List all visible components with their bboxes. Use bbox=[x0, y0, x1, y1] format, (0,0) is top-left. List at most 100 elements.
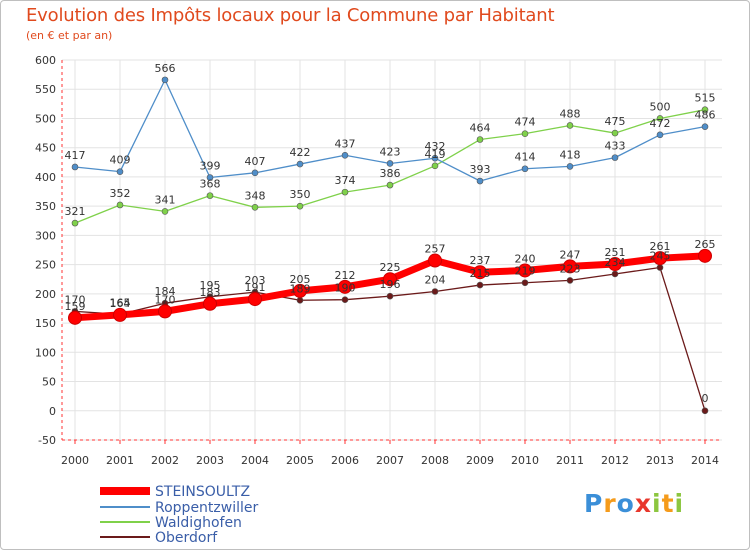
chart-title: Evolution des Impôts locaux pour la Comm… bbox=[26, 5, 555, 26]
data-point bbox=[206, 192, 214, 199]
data-label: 433 bbox=[605, 140, 626, 153]
data-label: 393 bbox=[470, 163, 491, 176]
data-label: 515 bbox=[695, 92, 716, 105]
data-label: 245 bbox=[650, 250, 671, 263]
data-point bbox=[476, 177, 484, 185]
data-point bbox=[161, 76, 169, 84]
data-point bbox=[158, 304, 172, 319]
y-tick-label: 250 bbox=[35, 259, 56, 272]
y-tick-label: 550 bbox=[35, 83, 56, 96]
logo-letter: i bbox=[674, 489, 685, 518]
data-point bbox=[521, 279, 529, 287]
data-point bbox=[386, 181, 394, 189]
y-tick-label: 400 bbox=[35, 171, 56, 184]
data-label: 170 bbox=[155, 293, 176, 306]
chart-subtitle: (en € et par an) bbox=[26, 29, 113, 42]
data-label: 184 bbox=[155, 285, 176, 298]
logo-letter: r bbox=[603, 489, 617, 518]
data-point bbox=[203, 296, 217, 311]
logo-letter: i bbox=[652, 489, 662, 518]
data-label: 422 bbox=[290, 146, 311, 159]
x-tick-label: 2011 bbox=[556, 454, 584, 467]
data-point bbox=[431, 154, 439, 162]
x-tick-label: 2003 bbox=[196, 454, 224, 467]
data-label: 348 bbox=[245, 189, 266, 202]
data-label: 159 bbox=[65, 300, 86, 313]
x-tick-label: 2006 bbox=[331, 454, 359, 467]
data-label: 205 bbox=[290, 273, 311, 286]
data-point bbox=[566, 163, 574, 170]
data-point bbox=[566, 277, 574, 284]
data-point bbox=[71, 163, 79, 171]
data-point bbox=[341, 151, 349, 159]
proxiti-logo: Proxiti bbox=[584, 489, 684, 518]
data-label: 417 bbox=[65, 149, 86, 162]
data-point bbox=[521, 130, 529, 137]
data-point bbox=[611, 270, 619, 278]
data-point bbox=[341, 296, 349, 303]
data-point bbox=[251, 204, 259, 211]
data-point bbox=[161, 208, 169, 215]
logo-letter: x bbox=[634, 489, 652, 518]
legend-label-steinsoultz: STEINSOULTZ bbox=[155, 484, 250, 500]
logo-letter: t bbox=[661, 489, 675, 518]
data-label: 247 bbox=[560, 248, 581, 261]
data-label: 234 bbox=[605, 256, 626, 269]
data-label: 170 bbox=[65, 293, 86, 306]
data-label: 374 bbox=[335, 174, 356, 187]
data-point bbox=[386, 160, 394, 167]
data-label: 240 bbox=[515, 252, 536, 265]
y-tick-label: 450 bbox=[35, 142, 56, 155]
data-point bbox=[518, 263, 532, 278]
x-tick-label: 2012 bbox=[601, 454, 629, 467]
data-point bbox=[251, 169, 259, 177]
data-label: 419 bbox=[425, 148, 446, 161]
data-point bbox=[608, 257, 622, 272]
data-label: 189 bbox=[290, 282, 311, 295]
data-point bbox=[431, 288, 439, 295]
data-point bbox=[113, 307, 127, 322]
data-label: 237 bbox=[470, 254, 491, 267]
data-point bbox=[338, 279, 352, 294]
data-point bbox=[701, 106, 709, 113]
y-tick-label: 50 bbox=[42, 376, 56, 389]
data-point bbox=[206, 174, 214, 181]
x-tick-label: 2002 bbox=[151, 454, 179, 467]
data-label: 437 bbox=[335, 137, 356, 150]
data-label: 409 bbox=[110, 154, 131, 167]
data-label: 321 bbox=[65, 205, 86, 218]
data-label: 261 bbox=[650, 240, 671, 253]
data-point bbox=[68, 310, 82, 325]
data-label: 203 bbox=[245, 274, 266, 287]
x-tick-label: 2013 bbox=[646, 454, 674, 467]
data-point bbox=[428, 253, 442, 268]
data-point bbox=[248, 292, 262, 307]
data-label: 352 bbox=[110, 187, 131, 200]
data-label: 0 bbox=[702, 392, 709, 405]
legend-label-roppentzwiller: Roppentzwiller bbox=[155, 500, 258, 516]
data-point bbox=[473, 265, 487, 280]
data-label: 183 bbox=[200, 286, 221, 299]
data-label: 423 bbox=[380, 145, 401, 158]
data-label: 399 bbox=[200, 160, 221, 173]
data-point bbox=[698, 248, 712, 263]
data-label: 223 bbox=[560, 262, 581, 275]
logo-letter: P bbox=[584, 489, 604, 518]
data-label: 350 bbox=[290, 188, 311, 201]
data-label: 190 bbox=[335, 282, 356, 295]
data-label: 219 bbox=[515, 265, 536, 278]
data-point bbox=[611, 129, 619, 137]
y-tick-label: 500 bbox=[35, 112, 56, 125]
data-point bbox=[476, 281, 484, 289]
x-tick-label: 2004 bbox=[241, 454, 269, 467]
logo-letter: o bbox=[616, 489, 635, 518]
data-label: 488 bbox=[560, 107, 581, 120]
data-label: 475 bbox=[605, 115, 626, 128]
data-point bbox=[476, 136, 484, 143]
data-point bbox=[701, 123, 709, 130]
y-tick-label: 0 bbox=[49, 405, 56, 418]
data-point bbox=[296, 202, 304, 210]
x-tick-label: 2008 bbox=[421, 454, 449, 467]
y-tick-label: 200 bbox=[35, 288, 56, 301]
